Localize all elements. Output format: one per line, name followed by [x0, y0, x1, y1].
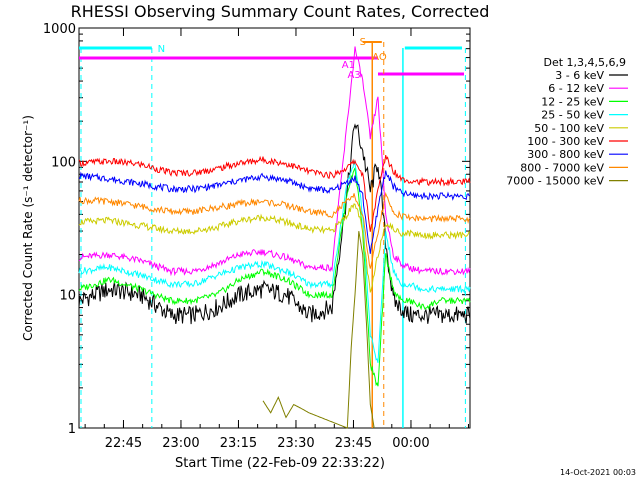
- legend-entry: 12 - 25 keV: [541, 95, 604, 108]
- series-line: [78, 46, 471, 277]
- annotation-AO: AO: [372, 52, 387, 63]
- y-tick-label: 10: [59, 289, 76, 304]
- legend-entry: 3 - 6 keV: [555, 69, 604, 82]
- legend-entry: 25 - 50 keV: [541, 109, 604, 122]
- x-tick-label: 00:00: [392, 436, 429, 451]
- series-line: [78, 170, 471, 254]
- y-tick-label: 1000: [43, 22, 76, 37]
- x-tick-label: 23:00: [162, 436, 199, 451]
- annotation-N: N: [158, 44, 165, 55]
- y-axis-label: Corrected Count Rate (s⁻¹ detector⁻¹): [21, 115, 35, 341]
- annotation-A3: A3: [348, 70, 361, 81]
- series-line: [78, 160, 471, 364]
- series-line: [78, 203, 471, 293]
- legend-title: Det 1,3,4,5,6,9: [543, 56, 626, 69]
- series-line: [78, 167, 471, 387]
- legend-entry: 7000 - 15000 keV: [506, 175, 604, 188]
- legend-entry: 300 - 800 keV: [527, 148, 604, 161]
- chart-title: RHESSI Observing Summary Count Rates, Co…: [71, 2, 490, 21]
- legend-entry: 6 - 12 keV: [548, 82, 604, 95]
- legend-entry: 50 - 100 keV: [534, 122, 604, 135]
- axis-ticks: 22:45 23:00 23:15 23:30 23:45 00:00 1 10 100 1000: [43, 22, 470, 451]
- series-line: [78, 154, 471, 232]
- plot-frame: [78, 27, 471, 429]
- annotation-A1: A1: [342, 60, 355, 71]
- x-tick-label: 23:30: [277, 436, 314, 451]
- y-tick-label: 100: [51, 155, 76, 170]
- x-tick-label: 22:45: [105, 436, 142, 451]
- x-tick-label: 23:45: [335, 436, 372, 451]
- footer-timestamp: 14-Oct-2021 00:03: [560, 468, 636, 477]
- legend-entry: 800 - 7000 keV: [520, 161, 604, 174]
- x-axis-label: Start Time (22-Feb-09 22:33:22): [175, 456, 385, 471]
- x-tick-label: 23:15: [220, 436, 257, 451]
- series-line: [78, 191, 471, 269]
- y-tick-label: 1: [68, 422, 76, 437]
- annotation-S: S: [360, 37, 366, 48]
- data-series: [78, 46, 471, 429]
- series-line: [78, 123, 471, 325]
- legend-entry: 100 - 300 keV: [527, 135, 604, 148]
- series-line: [262, 231, 375, 429]
